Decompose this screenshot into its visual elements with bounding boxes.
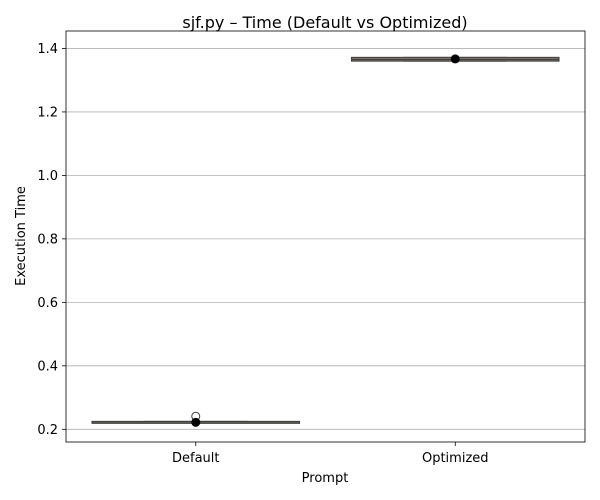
x-tick-label: Default bbox=[172, 451, 220, 466]
y-tick-label: 0.8 bbox=[37, 232, 58, 247]
box-optimized bbox=[350, 54, 560, 64]
x-axis-ticks: Default Optimized bbox=[172, 442, 489, 466]
x-axis-label: Prompt bbox=[302, 471, 349, 486]
box-series bbox=[91, 54, 560, 427]
y-axis-label: Execution Time bbox=[14, 186, 29, 286]
y-tick-label: 1.4 bbox=[37, 42, 58, 57]
grid-lines bbox=[66, 48, 585, 430]
chart-title: sjf.py – Time (Default vs Optimized) bbox=[182, 13, 467, 32]
y-tick-label: 0.4 bbox=[37, 359, 58, 374]
y-tick-label: 0.2 bbox=[37, 423, 58, 438]
y-tick-label: 1.2 bbox=[37, 105, 58, 120]
y-axis-ticks: 0.2 0.4 0.6 0.8 1.0 1.2 1.4 bbox=[37, 42, 66, 438]
y-tick-label: 1.0 bbox=[37, 169, 58, 184]
mean-point bbox=[450, 54, 460, 64]
x-tick-label: Optimized bbox=[422, 451, 489, 466]
y-tick-label: 0.6 bbox=[37, 296, 58, 311]
mean-point bbox=[191, 417, 201, 427]
box-default bbox=[91, 411, 301, 427]
plot-frame bbox=[65, 30, 586, 443]
